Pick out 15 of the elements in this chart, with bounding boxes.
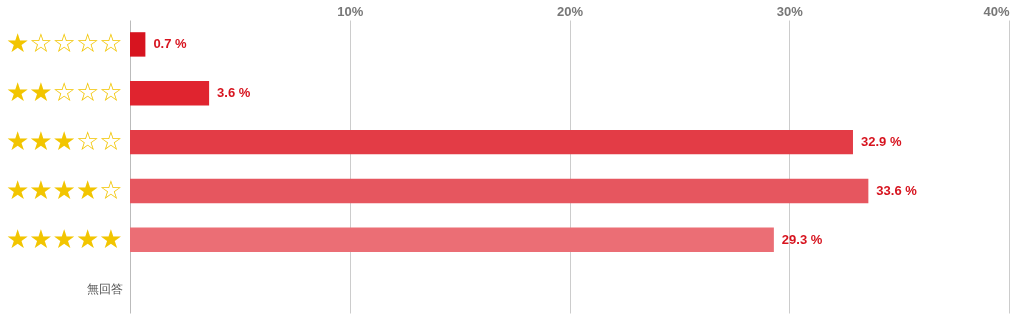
y-tick-label: ★★★★★ (5, 223, 123, 254)
y-tick-label: ★★☆☆☆ (5, 77, 123, 108)
data-label: 0.7 % (153, 36, 188, 52)
y-tick-label: ★☆☆☆☆ (5, 28, 123, 59)
y-tick-label: 無回答 (86, 281, 123, 296)
y-tick-label: ★★★★☆ (5, 174, 123, 205)
x-tick-label: 40% (983, 3, 1010, 19)
y-tick-label: ★★★☆☆ (5, 126, 123, 157)
x-tick-label: 30% (776, 3, 804, 19)
data-label: 3.6 % (217, 85, 251, 101)
data-label: 32.9 % (860, 134, 902, 150)
data-label: 33.6 % (876, 182, 918, 198)
x-tick-label: 20% (556, 3, 584, 19)
x-tick-label: 10% (337, 3, 364, 19)
data-label: 29.3 % (781, 231, 823, 247)
